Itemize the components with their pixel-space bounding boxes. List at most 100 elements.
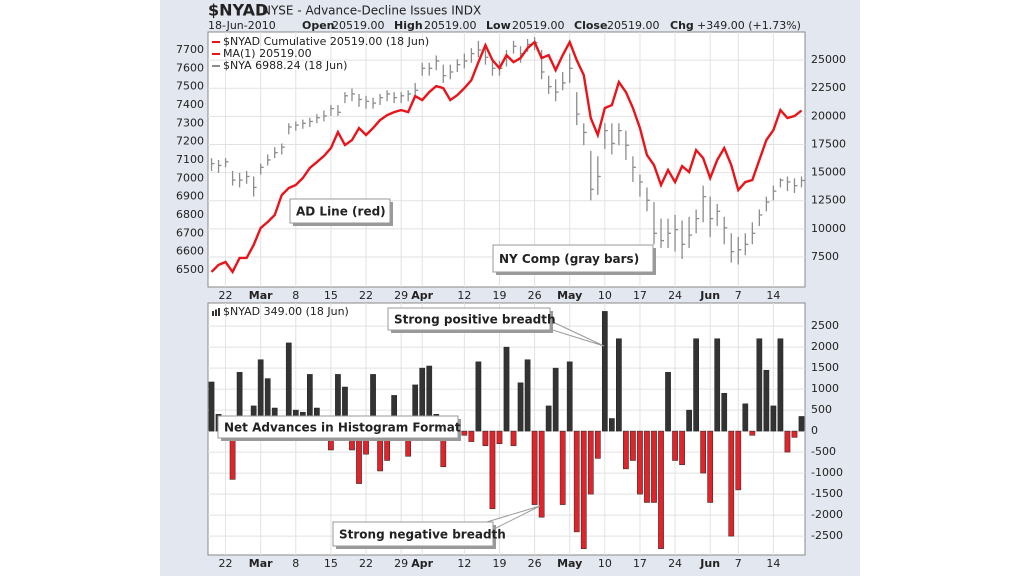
y2-tick-label: 17500 [811, 137, 846, 150]
quote-value: 20519.00 [512, 19, 565, 32]
bar [686, 409, 692, 432]
quote-label: Open [302, 19, 335, 32]
x-tick-label: 24 [668, 289, 682, 302]
bar [616, 338, 622, 432]
x-tick-label: May [557, 289, 582, 302]
bar [672, 430, 678, 461]
annotation: Strong positive breadth [394, 313, 556, 327]
x-tick-label: 12 [457, 289, 471, 302]
y-tick-label: -2000 [811, 508, 843, 521]
y2-tick-label: 15000 [811, 166, 846, 179]
bar [552, 367, 559, 432]
y-tick-label: 6800 [176, 208, 204, 221]
annotation-box [387, 307, 551, 331]
quote-value: 20519.00 [424, 19, 477, 32]
bar [489, 430, 496, 510]
x-tick-label: 15 [324, 289, 338, 302]
x-tick-label: 10 [598, 289, 612, 302]
x-tick-label: 7 [735, 557, 742, 570]
annotation-box [492, 244, 654, 273]
annotation-box [217, 415, 459, 439]
bar [665, 372, 671, 432]
bar [559, 430, 566, 505]
legend-entry: MA(1) 20519.00 [223, 47, 312, 60]
bar [468, 430, 475, 442]
bar [482, 430, 489, 447]
bar [700, 430, 707, 474]
y-tick-label: 7600 [176, 61, 204, 74]
y-tick-label: 2000 [811, 340, 839, 353]
bar [475, 361, 482, 432]
quote-label: High [394, 19, 423, 32]
bar [707, 430, 714, 503]
y-tick-label: 6600 [176, 245, 204, 258]
description: NYSE - Advance-Decline Issues INDX [262, 4, 481, 18]
legend-entry: $NYAD 349.00 (18 Jun) [223, 305, 349, 318]
y-tick-label: 1500 [811, 361, 839, 374]
x-tick-label: 10 [598, 557, 612, 570]
y-tick-label: 6700 [176, 226, 204, 239]
x-tick-label: 19 [492, 557, 506, 570]
y-tick-label: 7000 [176, 171, 204, 184]
x-tick-label: 8 [292, 289, 299, 302]
y-tick-label: 2500 [811, 319, 839, 332]
annotation: NY Comp (gray bars) [499, 252, 639, 266]
bar [517, 382, 524, 432]
symbol: $NYAD [208, 1, 268, 20]
quote-value: +349.00 (+1.73%) [697, 19, 801, 32]
y-tick-label: 7300 [176, 116, 204, 129]
date: 18-Jun-2010 [208, 19, 276, 32]
y-tick-label: 7200 [176, 135, 204, 148]
x-tick-label: 7 [735, 289, 742, 302]
quote-label: Chg [670, 19, 694, 32]
y-tick-label: 7700 [176, 43, 204, 56]
bar [728, 430, 735, 537]
annotation-box [289, 198, 391, 224]
bar [644, 430, 650, 503]
bar [763, 369, 770, 432]
bar [784, 430, 791, 453]
bar [742, 403, 749, 432]
y-tick-label: -1000 [811, 466, 843, 479]
bar [714, 338, 721, 432]
x-tick-label: Jun [699, 557, 720, 570]
annotation: Net Advances in Histogram Format [224, 421, 461, 435]
x-tick-label: 24 [668, 557, 682, 570]
x-tick-label: 15 [324, 557, 338, 570]
x-tick-label: Apr [411, 557, 433, 570]
x-tick-label: 22 [359, 289, 373, 302]
y2-tick-label: 12500 [811, 194, 846, 207]
quote-value: 20519.00 [332, 19, 385, 32]
x-tick-label: 17 [633, 289, 647, 302]
x-tick-label: 22 [359, 557, 373, 570]
legend-entry: $NYA 6988.24 (18 Jun) [223, 59, 347, 72]
bar [623, 430, 629, 470]
bar [756, 338, 763, 432]
bar [496, 430, 503, 444]
x-tick-label: Mar [249, 557, 273, 570]
x-tick-label: Apr [411, 289, 433, 302]
y-tick-label: 7500 [176, 80, 204, 93]
x-tick-label: 14 [766, 289, 780, 302]
x-tick-label: Jun [699, 289, 720, 302]
y-tick-label: -1500 [811, 487, 843, 500]
quote-value: 20519.00 [607, 19, 660, 32]
x-tick-label: 22 [219, 557, 233, 570]
bar [587, 430, 594, 495]
legend-icon [212, 311, 214, 316]
x-tick-label: 12 [457, 557, 471, 570]
bar [735, 430, 742, 491]
bar [573, 430, 580, 533]
y-tick-label: 7400 [176, 98, 204, 111]
bar [503, 346, 510, 432]
bar [208, 381, 215, 432]
bar [531, 430, 538, 505]
bar [658, 430, 664, 549]
bar [524, 359, 531, 432]
x-tick-label: 22 [219, 289, 233, 302]
bar [637, 430, 643, 495]
bar [580, 430, 587, 549]
legend-icon [215, 309, 217, 316]
y-tick-label: 500 [811, 403, 832, 416]
